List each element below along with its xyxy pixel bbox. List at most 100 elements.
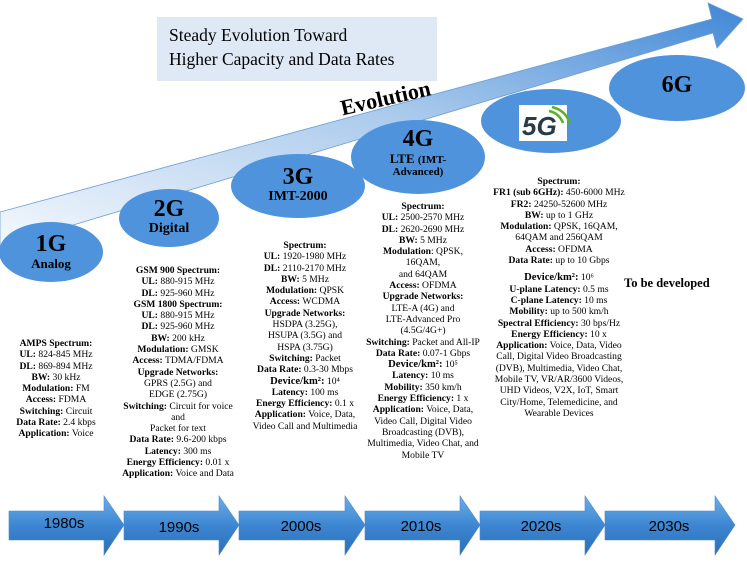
spec-value: 925-960 MHz bbox=[158, 321, 215, 333]
spec-label: DL: bbox=[141, 287, 159, 299]
spec-line: City/Home, Telemedicine, and bbox=[484, 397, 634, 408]
spec-label: Data Rate: bbox=[16, 417, 61, 429]
gen-2g-label: 2G Digital bbox=[119, 196, 219, 237]
spec-line: Multimedia, Video Chat, and bbox=[365, 438, 481, 449]
spec-value: 350 km/h bbox=[422, 381, 462, 393]
spec-line: DL: 925-960 MHz bbox=[112, 288, 244, 299]
spec-value: (4.5G/4G+) bbox=[400, 325, 446, 337]
spec-value: Circuit bbox=[63, 405, 93, 417]
decade-arrows bbox=[8, 495, 736, 556]
spec-label: FR2: bbox=[510, 198, 532, 210]
spec-label: UL: bbox=[381, 212, 399, 224]
spec-label: Device/km²: bbox=[270, 375, 325, 387]
spec-label: Switching: bbox=[269, 352, 313, 364]
oval-1g bbox=[0, 222, 103, 282]
spec-line: Energy Efficiency: 1 x bbox=[365, 393, 481, 404]
spec-label: Mobility: bbox=[384, 381, 423, 393]
spec-label: UL: bbox=[141, 276, 159, 288]
spec-line: and bbox=[112, 412, 244, 423]
spec-line: Latency: 300 ms bbox=[112, 446, 244, 457]
spec-label: DL: bbox=[263, 262, 281, 274]
spec-label: Mobility: bbox=[509, 306, 548, 318]
spec-value: FDMA bbox=[56, 394, 87, 406]
spec-label: BW: bbox=[281, 273, 300, 285]
spec-value: 30 bps/Hz bbox=[578, 317, 621, 329]
spec-line: Modulation: QPSK, 16QAM, bbox=[484, 221, 634, 232]
spec-value: Voice, Data, bbox=[305, 409, 356, 421]
spec-value: Multimedia, Video Chat, and bbox=[367, 438, 479, 450]
spec-label: Upgrade Networks: bbox=[137, 366, 219, 378]
spec-line: FR2: 24250-52600 MHz bbox=[484, 199, 634, 210]
spec-value: EDGE (2.75G) bbox=[148, 389, 208, 401]
spec-line: HSDPA (3.25G), bbox=[244, 319, 366, 330]
decade-2020s: 2020s bbox=[520, 518, 562, 535]
spec-value: 24250-52600 MHz bbox=[531, 198, 608, 210]
spec-label: Data Rate: bbox=[257, 364, 302, 376]
spec-label: BW: bbox=[151, 332, 170, 344]
spec-line: Energy Efficiency: 10 x bbox=[484, 329, 634, 340]
spec-line: GPRS (2.5G) and bbox=[112, 378, 244, 389]
spec-label: Spectral Efficiency: bbox=[497, 317, 579, 329]
spec-line: Access: WCDMA bbox=[244, 296, 366, 307]
spec-line: Application: Voice, Data, bbox=[244, 409, 366, 420]
spec-label: UL: bbox=[19, 349, 37, 361]
spec-label: Modulation bbox=[383, 246, 431, 258]
spec-label: Switching: bbox=[123, 400, 167, 412]
spec-column-5g: Spectrum: FR1 (sub 6GHz): 450-6000 MHz FR2… bbox=[484, 176, 634, 419]
decade-1990s: 1990s bbox=[158, 519, 200, 536]
spec-line: Access: OFDMA bbox=[365, 280, 481, 291]
spec-value: Packet and All-IP bbox=[409, 336, 480, 348]
decade-2030s: 2030s bbox=[648, 518, 690, 535]
spec-line: BW: 30 kHz bbox=[8, 372, 104, 383]
spec-value: : QPSK, 16QAM, bbox=[405, 246, 463, 269]
decade-arrow-1980s bbox=[8, 495, 125, 556]
spec-value: 0.3-30 Mbps bbox=[301, 364, 353, 376]
spec-label: Energy Efficiency: bbox=[126, 457, 204, 469]
gen-3g-name: 3G bbox=[282, 164, 314, 190]
spec-label: Switching: bbox=[19, 405, 64, 417]
spec-label: Spectrum: bbox=[283, 240, 327, 251]
spec-line: DL: 2620-2690 MHz bbox=[365, 224, 481, 235]
generation-ovals bbox=[0, 55, 745, 282]
spec-line: Application: Voice bbox=[8, 428, 104, 439]
spec-label: GSM 1800 Spectrum: bbox=[133, 298, 223, 310]
spec-line: Energy Efficiency: 0.01 x bbox=[112, 457, 244, 468]
spec-value: 30 kHz bbox=[50, 371, 81, 383]
spec-line: Spectrum: bbox=[244, 240, 366, 251]
spec-label: Data Rate: bbox=[375, 347, 421, 359]
spec-line: Upgrade Networks: bbox=[244, 308, 366, 319]
spec-label: Access: bbox=[389, 280, 420, 292]
gen-4g-sub2: Advanced) bbox=[392, 165, 444, 178]
spec-label: Modulation: bbox=[22, 383, 74, 395]
spec-value: TDMA/FDMA bbox=[162, 355, 224, 367]
spec-line: BW: up to 1 GHz bbox=[484, 210, 634, 221]
spec-line: AMPS Spectrum: bbox=[8, 338, 104, 349]
spec-label: Energy Efficiency: bbox=[377, 393, 455, 405]
spec-value: Voice, Data, Video bbox=[547, 340, 622, 352]
spec-value: Video Call, Digital Video bbox=[374, 415, 472, 427]
spec-line: Data Rate: 9.6-200 kbps bbox=[112, 434, 244, 445]
spec-value: Packet bbox=[312, 352, 341, 364]
spec-value: GMSK bbox=[188, 344, 219, 356]
decade-arrow-1990s bbox=[123, 495, 240, 556]
spec-value: QPSK, 16QAM, bbox=[551, 221, 618, 233]
spec-column-4g: Spectrum: UL: 2500-2570 MHz DL: 2620-2690 … bbox=[365, 201, 481, 461]
spec-label: Modulation: bbox=[500, 221, 552, 233]
spec-line: Call, Digital Video Broadcasting bbox=[484, 351, 634, 362]
spec-value: Broadcasting (DVB), bbox=[381, 426, 465, 438]
spec-line: Data Rate: up to 10 Gbps bbox=[484, 255, 634, 266]
spec-label: DL: bbox=[381, 223, 399, 235]
spec-line: Packet for text bbox=[112, 423, 244, 434]
spec-line: DL: 2110-2170 MHz bbox=[244, 263, 366, 274]
spec-line: Broadcasting (DVB), bbox=[365, 427, 481, 438]
spec-value: 0.5 ms bbox=[580, 283, 609, 295]
spec-label: BW: bbox=[399, 234, 418, 246]
spec-value: 1 x bbox=[454, 393, 469, 405]
spec-line: Video Call, Digital Video bbox=[365, 416, 481, 427]
decade-arrow-2010s bbox=[364, 495, 481, 556]
spec-value: 880-915 MHz bbox=[158, 276, 215, 288]
spec-value: Video Call and Multimedia bbox=[252, 420, 358, 432]
spec-line: and 64QAM bbox=[365, 269, 481, 280]
spec-value: Mobile TV bbox=[401, 449, 445, 461]
spec-line: Application: Voice, Data, bbox=[365, 404, 481, 415]
